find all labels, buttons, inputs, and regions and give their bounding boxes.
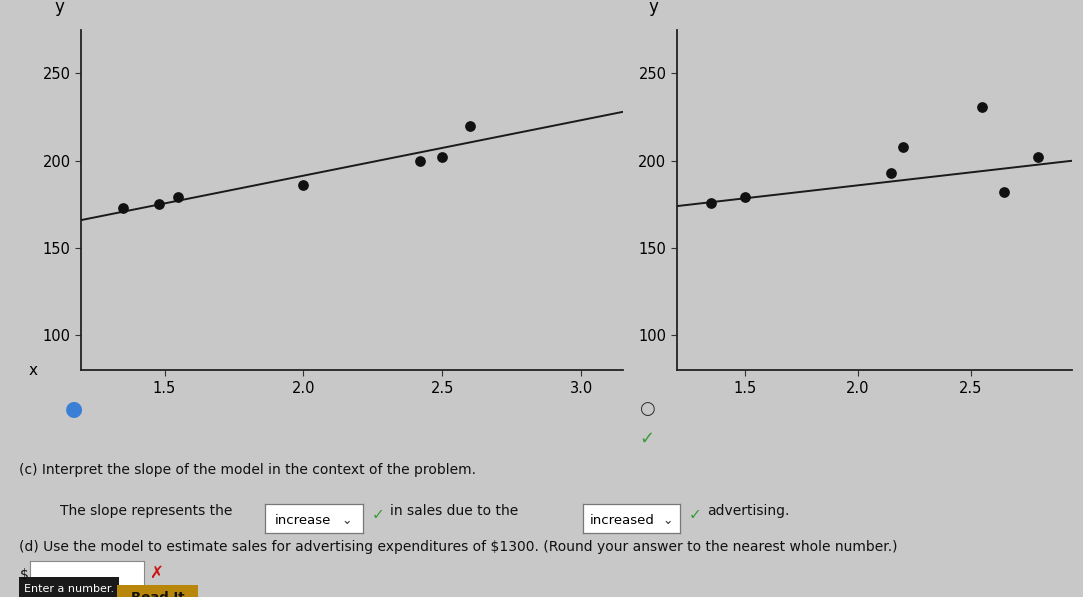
Text: Enter a number.: Enter a number.: [24, 584, 115, 593]
Text: advertising.: advertising.: [707, 504, 790, 518]
Point: [461, 121, 479, 131]
Text: ●: ●: [65, 399, 82, 419]
Text: x: x: [28, 362, 38, 378]
Point: [412, 156, 429, 165]
Text: $: $: [19, 568, 28, 582]
Point: [114, 203, 131, 213]
Text: ✓: ✓: [689, 507, 702, 522]
Text: increased: increased: [589, 514, 654, 527]
Text: (c) Interpret the slope of the model in the context of the problem.: (c) Interpret the slope of the model in …: [19, 463, 477, 476]
Point: [433, 152, 451, 162]
Text: in sales due to the: in sales due to the: [390, 504, 518, 518]
Point: [736, 193, 754, 202]
Text: ✓: ✓: [371, 507, 384, 522]
Point: [702, 198, 719, 207]
Point: [974, 102, 991, 112]
Point: [151, 199, 168, 209]
Text: ✗: ✗: [149, 564, 164, 582]
Point: [1030, 152, 1047, 162]
Text: Read It: Read It: [131, 591, 184, 597]
Point: [883, 168, 900, 178]
Text: ⌄: ⌄: [663, 514, 673, 527]
Text: ○: ○: [639, 400, 654, 418]
Point: [995, 187, 1013, 197]
Y-axis label: y: y: [54, 0, 65, 16]
Text: increase: increase: [275, 514, 331, 527]
Y-axis label: y: y: [649, 0, 658, 16]
Point: [895, 142, 912, 152]
Point: [170, 193, 187, 202]
Point: [295, 180, 312, 190]
Text: The slope represents the: The slope represents the: [60, 504, 232, 518]
Text: ⌄: ⌄: [341, 514, 352, 527]
Text: (d) Use the model to estimate sales for advertising expenditures of $1300. (Roun: (d) Use the model to estimate sales for …: [19, 540, 898, 554]
Text: ✓: ✓: [639, 430, 654, 448]
